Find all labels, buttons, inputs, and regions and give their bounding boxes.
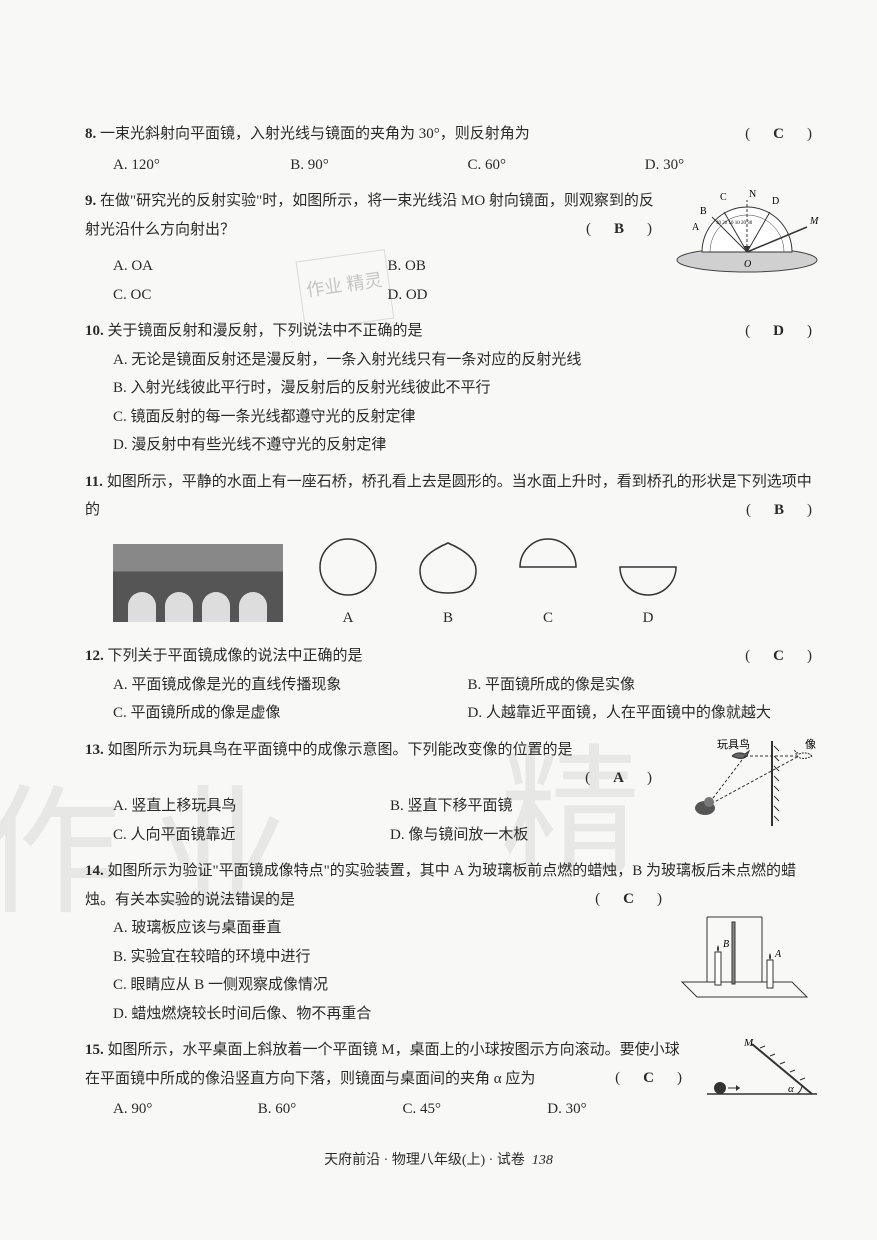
q15-mirror-ball-diagram: M α (702, 1036, 822, 1106)
q8-num: 8. (85, 126, 96, 142)
question-9: 9. 在做"研究光的反射实验"时，如图所示，将一束光线沿 MO 射向镜面，则观察… (85, 187, 822, 309)
question-8: 8. 一束光斜射向平面镜，入射光线与镜面的夹角为 30°，则反射角为 ( C )… (85, 120, 822, 179)
svg-text:O: O (744, 259, 751, 270)
footer-page: 138 (532, 1153, 553, 1168)
q15-opt-c: C. 45° (403, 1095, 548, 1124)
q9-opt-c: C. OC (113, 281, 388, 310)
page-footer: 天府前沿 · 物理八年级(上) · 试卷 138 (0, 1148, 877, 1175)
q15-opt-d: D. 30° (547, 1095, 692, 1124)
q13-num: 13. (85, 742, 104, 758)
q8-opt-b: B. 90° (290, 151, 467, 180)
q9-protractor-diagram: C N D B M A O 30 20 10 10 20 30 (672, 182, 822, 277)
q11-shape-a: A (313, 535, 383, 633)
svg-text:B: B (700, 206, 707, 217)
question-15: 15. 如图所示，水平桌面上斜放着一个平面镜 M，桌面上的小球按图示方向滚动。要… (85, 1036, 822, 1124)
svg-text:玩具鸟: 玩具鸟 (717, 737, 750, 751)
q14-num: 14. (85, 863, 104, 879)
q12-opt-b: B. 平面镜所成的像是实像 (468, 671, 823, 700)
q12-num: 12. (85, 648, 104, 664)
question-10: 10. 关于镜面反射和漫反射，下列说法中不正确的是 ( D ) A. 无论是镜面… (85, 317, 822, 460)
q15-num: 15. (85, 1042, 104, 1058)
q9-text: 在做"研究光的反射实验"时，如图所示，将一束光线沿 MO 射向镜面，则观察到的反… (85, 193, 654, 238)
q11-answer: ( B ) (746, 496, 812, 525)
q11-shape-d: D (613, 535, 683, 633)
q14-text: 如图所示为验证"平面镜成像特点"的实验装置，其中 A 为玻璃板前点燃的蜡烛，B … (85, 863, 796, 908)
q11-shape-c: C (513, 535, 583, 633)
q10-opt-c: C. 镜面反射的每一条光线都遵守光的反射定律 (85, 403, 822, 432)
question-13: 13. 如图所示为玩具鸟在平面镜中的成像示意图。下列能改变像的位置的是 ( A … (85, 736, 822, 850)
q12-opt-c: C. 平面镜所成的像是虚像 (113, 699, 468, 728)
q8-text: 一束光斜射向平面镜，入射光线与镜面的夹角为 30°，则反射角为 (100, 126, 530, 142)
question-14: 14. 如图所示为验证"平面镜成像特点"的实验装置，其中 A 为玻璃板前点燃的蜡… (85, 857, 822, 1028)
q10-opt-d: D. 漫反射中有些光线不遵守光的反射定律 (85, 431, 822, 460)
question-12: 12. 下列关于平面镜成像的说法中正确的是 ( C ) A. 平面镜成像是光的直… (85, 642, 822, 728)
svg-text:B: B (723, 939, 729, 950)
q15-opt-a: A. 90° (113, 1095, 258, 1124)
q8-opt-d: D. 30° (645, 151, 822, 180)
q13-opt-a: A. 竖直上移玩具鸟 (113, 792, 390, 821)
q12-text: 下列关于平面镜成像的说法中正确的是 (108, 648, 363, 664)
question-11: 11. 如图所示，平静的水面上有一座石桥，桥孔看上去是圆形的。当水面上升时，看到… (85, 468, 822, 633)
q13-bird-mirror-diagram: 玩具鸟 像 (677, 736, 827, 836)
q11-num: 11. (85, 474, 103, 490)
q13-opt-d: D. 像与镜间放一木板 (390, 821, 667, 850)
q9-opt-d: D. OD (388, 281, 663, 310)
q15-text: 如图所示，水平桌面上斜放着一个平面镜 M，桌面上的小球按图示方向滚动。要使小球在… (85, 1042, 680, 1087)
q14-candle-mirror-diagram: B A (677, 912, 812, 1007)
q13-answer: ( A ) (585, 764, 652, 793)
q8-opt-c: C. 60° (468, 151, 645, 180)
q9-opt-a: A. OA (113, 252, 388, 281)
q15-opt-b: B. 60° (258, 1095, 403, 1124)
svg-text:D: D (772, 196, 779, 207)
q9-answer: ( B ) (586, 215, 652, 244)
q10-opt-b: B. 入射光线彼此平行时，漫反射后的反射光线彼此不平行 (85, 374, 822, 403)
svg-text:M: M (743, 1037, 754, 1049)
q8-opt-a: A. 120° (113, 151, 290, 180)
q13-opt-c: C. 人向平面镜靠近 (113, 821, 390, 850)
svg-text:C: C (720, 192, 727, 203)
q10-text: 关于镜面反射和漫反射，下列说法中不正确的是 (108, 323, 423, 339)
q9-opt-b: B. OB (388, 252, 663, 281)
q10-num: 10. (85, 323, 104, 339)
q10-opt-a: A. 无论是镜面反射还是漫反射，一条入射光线只有一条对应的反射光线 (85, 346, 822, 375)
q14-answer: ( C ) (595, 885, 662, 914)
svg-text:A: A (692, 222, 700, 233)
q12-opt-d: D. 人越靠近平面镜，人在平面镜中的像就越大 (468, 699, 823, 728)
q11-bridge-image (113, 544, 283, 622)
svg-text:M: M (809, 216, 819, 227)
svg-text:A: A (774, 949, 782, 960)
q11-shape-b: B (413, 535, 483, 633)
q13-text: 如图所示为玩具鸟在平面镜中的成像示意图。下列能改变像的位置的是 (108, 742, 573, 758)
q10-answer: ( D ) (745, 317, 812, 346)
q12-opt-a: A. 平面镜成像是光的直线传播现象 (113, 671, 468, 700)
svg-text:像: 像 (805, 738, 816, 751)
q15-answer: ( C ) (615, 1064, 682, 1093)
q11-text: 如图所示，平静的水面上有一座石桥，桥孔看上去是圆形的。当水面上升时，看到桥孔的形… (85, 474, 812, 519)
footer-text: 天府前沿 · 物理八年级(上) · 试卷 (324, 1153, 525, 1168)
q13-opt-b: B. 竖直下移平面镜 (390, 792, 667, 821)
svg-text:N: N (749, 189, 756, 200)
svg-text:30 20 10 10 20 30: 30 20 10 10 20 30 (716, 221, 753, 226)
svg-text:α: α (788, 1083, 794, 1095)
q12-answer: ( C ) (745, 642, 812, 671)
q9-num: 9. (85, 193, 96, 209)
q8-answer: ( C ) (745, 120, 812, 149)
